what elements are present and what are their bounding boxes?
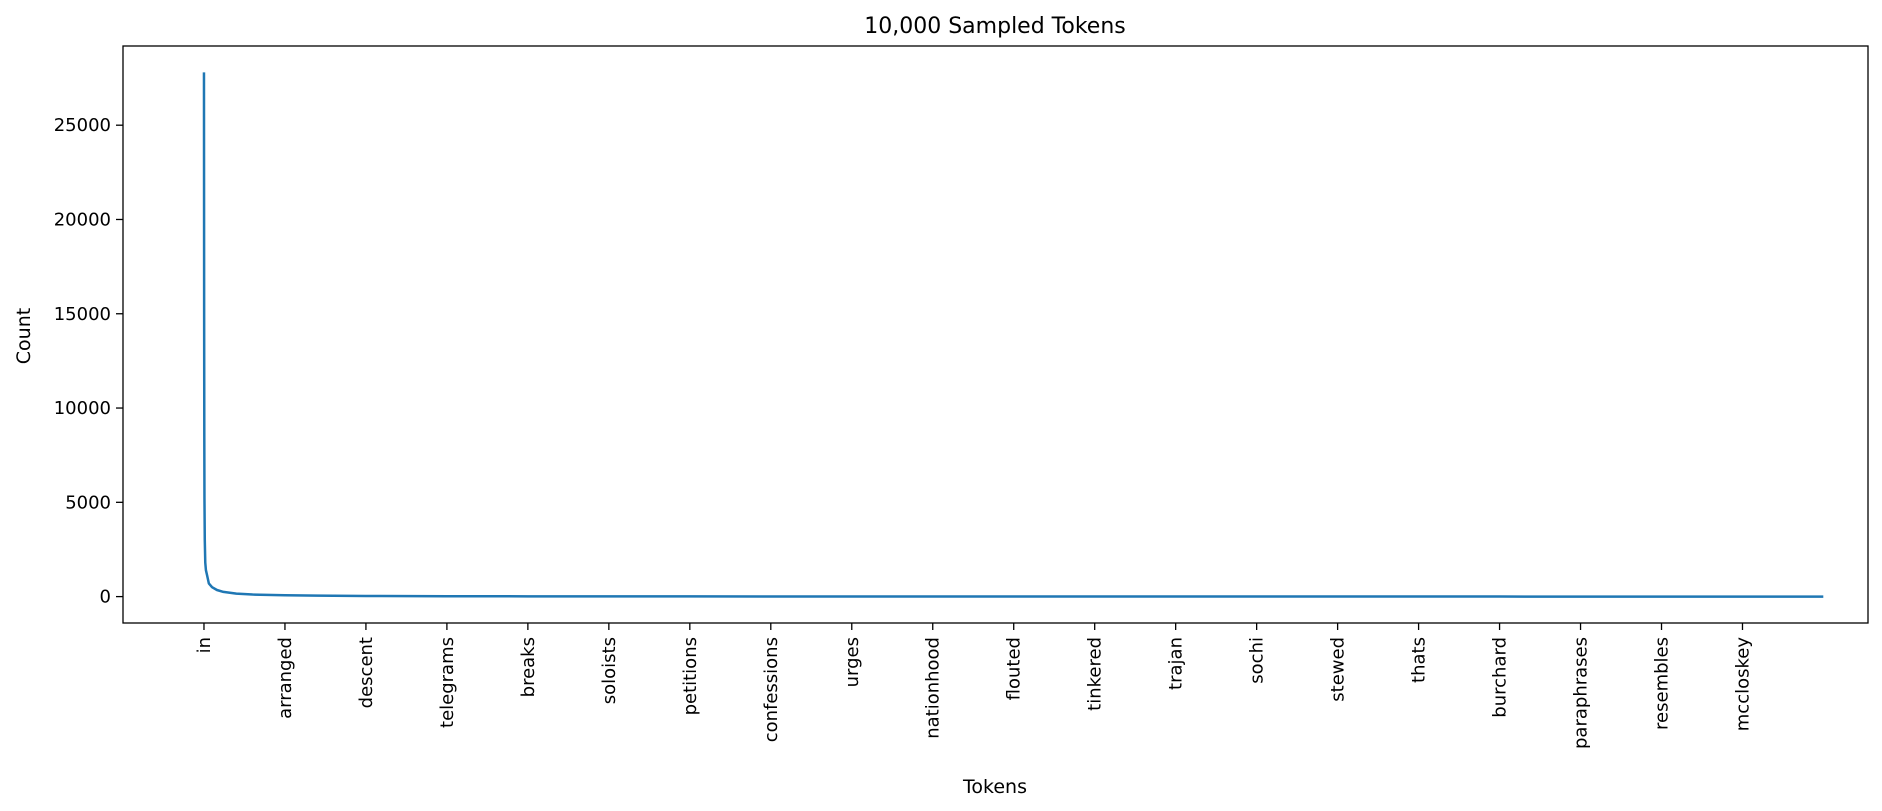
x-tick-label: resembles	[1652, 637, 1673, 730]
y-tick-label: 15000	[54, 304, 111, 325]
y-axis: 0 5000 10000 15000 20000 25000	[54, 115, 123, 608]
x-tick-label: soloists	[599, 637, 620, 704]
x-tick-label: mccloskey	[1732, 637, 1753, 732]
x-tick-label: nationhood	[923, 637, 944, 739]
x-tick-label: in	[194, 637, 215, 653]
chart-title: 10,000 Sampled Tokens	[864, 14, 1125, 39]
y-axis-label: Count	[13, 308, 35, 364]
x-tick-label: telegrams	[437, 637, 458, 728]
y-tick-label: 10000	[54, 398, 111, 419]
y-tick-label: 5000	[65, 492, 111, 513]
x-axis: in arranged descent telegrams breaks soloists…	[194, 623, 1753, 749]
x-tick-label: paraphrases	[1571, 637, 1592, 749]
x-tick-label: sochi	[1247, 637, 1268, 684]
x-tick-label: breaks	[518, 637, 539, 697]
x-tick-label: burchard	[1490, 637, 1511, 718]
x-tick-label: trajan	[1166, 637, 1187, 690]
x-tick-label: arranged	[275, 637, 296, 719]
x-tick-label: flouted	[1004, 637, 1025, 700]
series-line	[202, 72, 1824, 598]
plot-area-frame	[122, 45, 1869, 624]
x-tick-label: stewed	[1328, 637, 1349, 702]
y-tick-label: 20000	[54, 209, 111, 230]
x-tick-label: descent	[356, 637, 377, 708]
y-tick-label: 0	[100, 587, 111, 608]
x-tick-label: confessions	[761, 637, 782, 742]
x-tick-label: petitions	[680, 637, 701, 715]
x-tick-label: tinkered	[1085, 637, 1106, 711]
x-axis-label: Tokens	[962, 776, 1027, 798]
y-tick-label: 25000	[54, 115, 111, 136]
x-tick-label: urges	[842, 637, 863, 687]
x-tick-label: thats	[1409, 637, 1430, 683]
